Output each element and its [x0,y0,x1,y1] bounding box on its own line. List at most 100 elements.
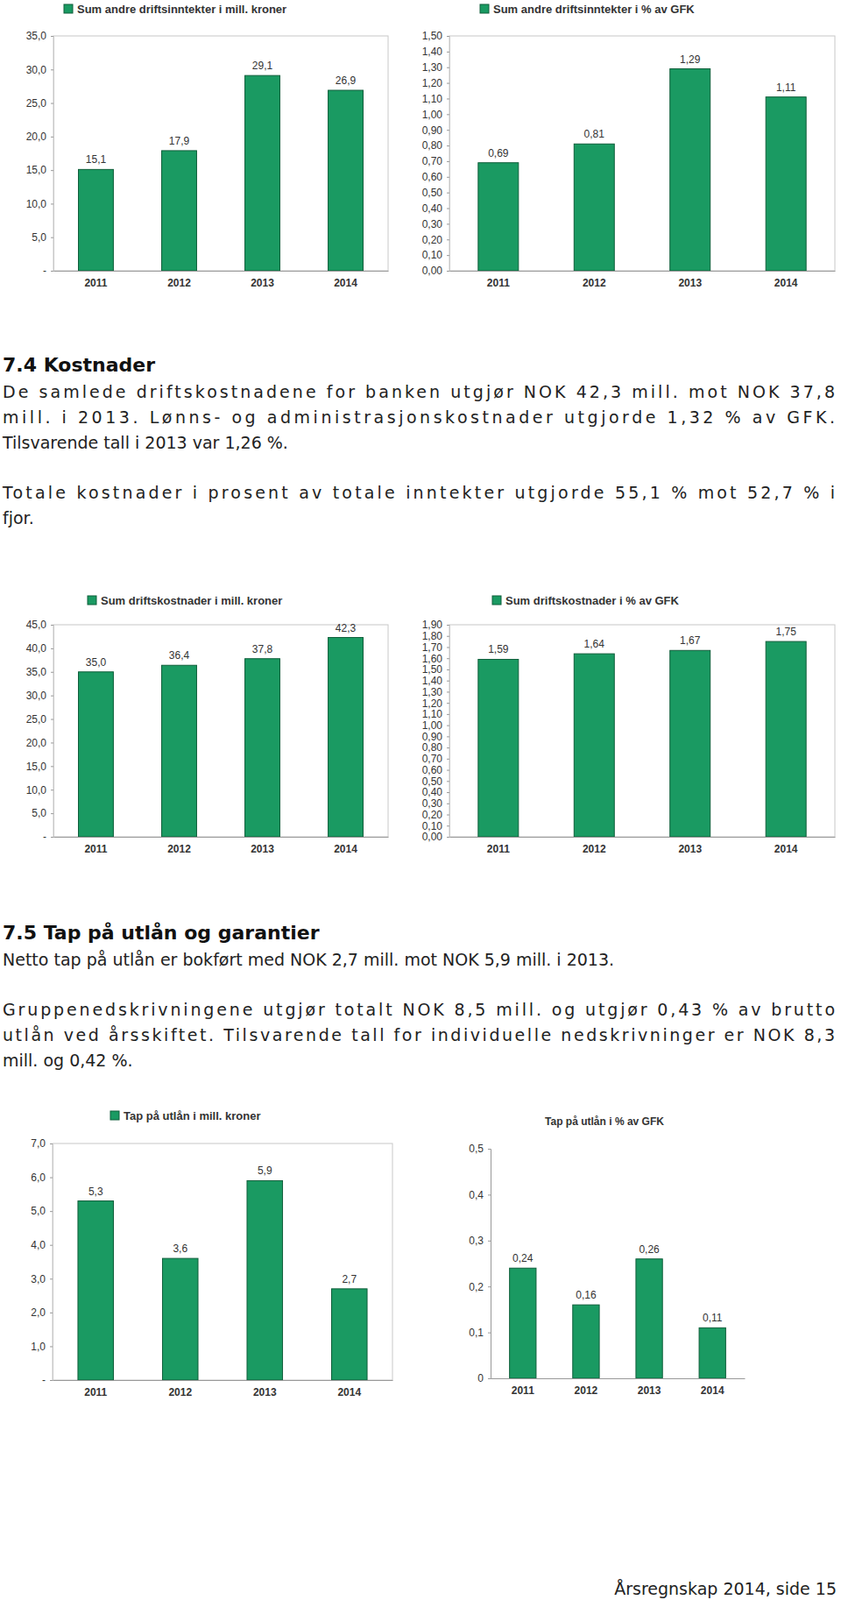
data-label: 1,11 [776,81,797,94]
bar [478,162,519,271]
tick-mark [50,671,54,673]
tick-label: 1,80 [422,629,444,643]
tick: 30,0 [26,689,54,702]
tick-label: 0,10 [422,819,444,833]
category-label: 2011 [84,276,107,290]
tick-label: 0,90 [422,730,444,743]
tick: 2014 [333,276,358,290]
tick: 0,3 [468,1234,491,1247]
tick-label: 0,30 [422,797,444,810]
data-label: 36,4 [169,649,191,662]
bars [509,1258,727,1379]
tick-label: - [42,1373,46,1386]
tick: 2014 [774,276,799,290]
bar [332,1288,368,1380]
data-label: 26,9 [335,74,357,87]
tick-label: 0,5 [468,1142,484,1155]
tick: 0,50 [422,775,450,788]
bar [77,1201,114,1380]
tick-label: 1,50 [422,663,444,676]
tick-mark [50,169,54,171]
x-axis: 2011201220132014 [53,1380,394,1399]
data-label: 42,3 [335,621,357,635]
plot-frame [449,35,835,271]
tick: 1,30 [422,61,450,74]
bar [573,143,615,271]
tick: 2012 [574,1384,599,1397]
tick-mark [50,765,54,767]
tick: 2011 [511,1384,535,1397]
tick-mark [446,161,450,163]
chart: 0,000,100,200,300,400,500,600,700,800,90… [422,593,836,856]
tick-label: 0,20 [422,808,444,821]
legend-label: Sum driftskostnader i % av GFK [505,593,680,608]
tick: 2012 [582,276,607,290]
bars [77,1180,368,1380]
body-line: Tilsvarende tall i 2013 var 1,26 %. [1,432,289,453]
axis-line [487,1149,492,1379]
tick-mark [446,646,450,648]
tick: 15,0 [26,760,54,773]
tick-label: 25,0 [26,97,48,110]
tick-mark [446,129,450,131]
tick-mark [49,1345,53,1347]
axis-line [450,836,836,838]
tick: 5,0 [31,806,54,820]
data-label: 1,29 [679,53,701,66]
tick-mark [487,1286,491,1287]
tick-mark [446,725,450,727]
section: 7.4 KostnaderDe samlede driftskostnadene… [1,353,835,528]
tick-mark [50,695,54,697]
tick-label: 0,3 [468,1234,484,1247]
tick: 6,0 [30,1171,53,1184]
tick-mark [49,1177,53,1179]
tick: 1,20 [422,696,450,709]
category-label: 2013 [253,1385,277,1399]
tick-mark [487,1194,491,1195]
tick: 0,40 [422,202,450,215]
tick-mark [50,648,54,650]
tick-label: 7,0 [30,1137,46,1150]
tick-mark [49,1143,53,1145]
category-label: 2014 [774,842,799,856]
y-axis: -5,010,015,020,025,030,035,0 [26,29,55,277]
axis-line [446,36,451,272]
bar [162,150,198,271]
tick: 1,90 [422,618,450,631]
category-label: 2014 [333,276,358,290]
legend: Sum andre driftsinntekter i % av GFK [480,2,695,16]
category-label: 2013 [250,276,275,290]
tick-label: 3,0 [30,1272,46,1286]
tick: 2012 [168,1385,192,1399]
category-label: 2014 [700,1384,725,1397]
tick-mark [487,1378,491,1379]
tick: 1,50 [422,663,450,676]
tick-mark [49,1312,53,1314]
data-label: 15,1 [85,153,107,166]
tick-mark [50,35,54,37]
tick-label: 5,0 [31,231,47,244]
y-axis: -5,010,015,020,025,030,035,040,045,0 [26,618,55,843]
category-label: 2014 [774,276,799,290]
tick-mark [446,814,450,816]
legend-label: Sum driftskostnader i mill. kroner [100,593,283,608]
category-label: 2012 [582,276,607,290]
bar [247,1180,283,1380]
tick: 2012 [582,842,607,856]
x-axis: 2011201220132014 [54,271,389,290]
tick: 0,2 [468,1280,491,1294]
bar [509,1267,537,1379]
tick: 2013 [678,842,702,856]
tick: 0,90 [422,124,450,137]
y-axis: -1,02,03,04,05,06,07,0 [30,1137,53,1386]
legend-swatch [63,4,73,14]
axis-line [450,270,836,272]
tick-label: 4,0 [30,1238,46,1251]
tick-mark [446,791,450,793]
tick-label: - [42,264,47,277]
tick: 2011 [84,842,107,856]
tick: 40,0 [26,642,54,655]
tick: 1,00 [422,108,450,121]
tick: 2011 [84,1385,107,1399]
legend: Sum andre driftsinntekter i mill. kroner [63,2,287,16]
